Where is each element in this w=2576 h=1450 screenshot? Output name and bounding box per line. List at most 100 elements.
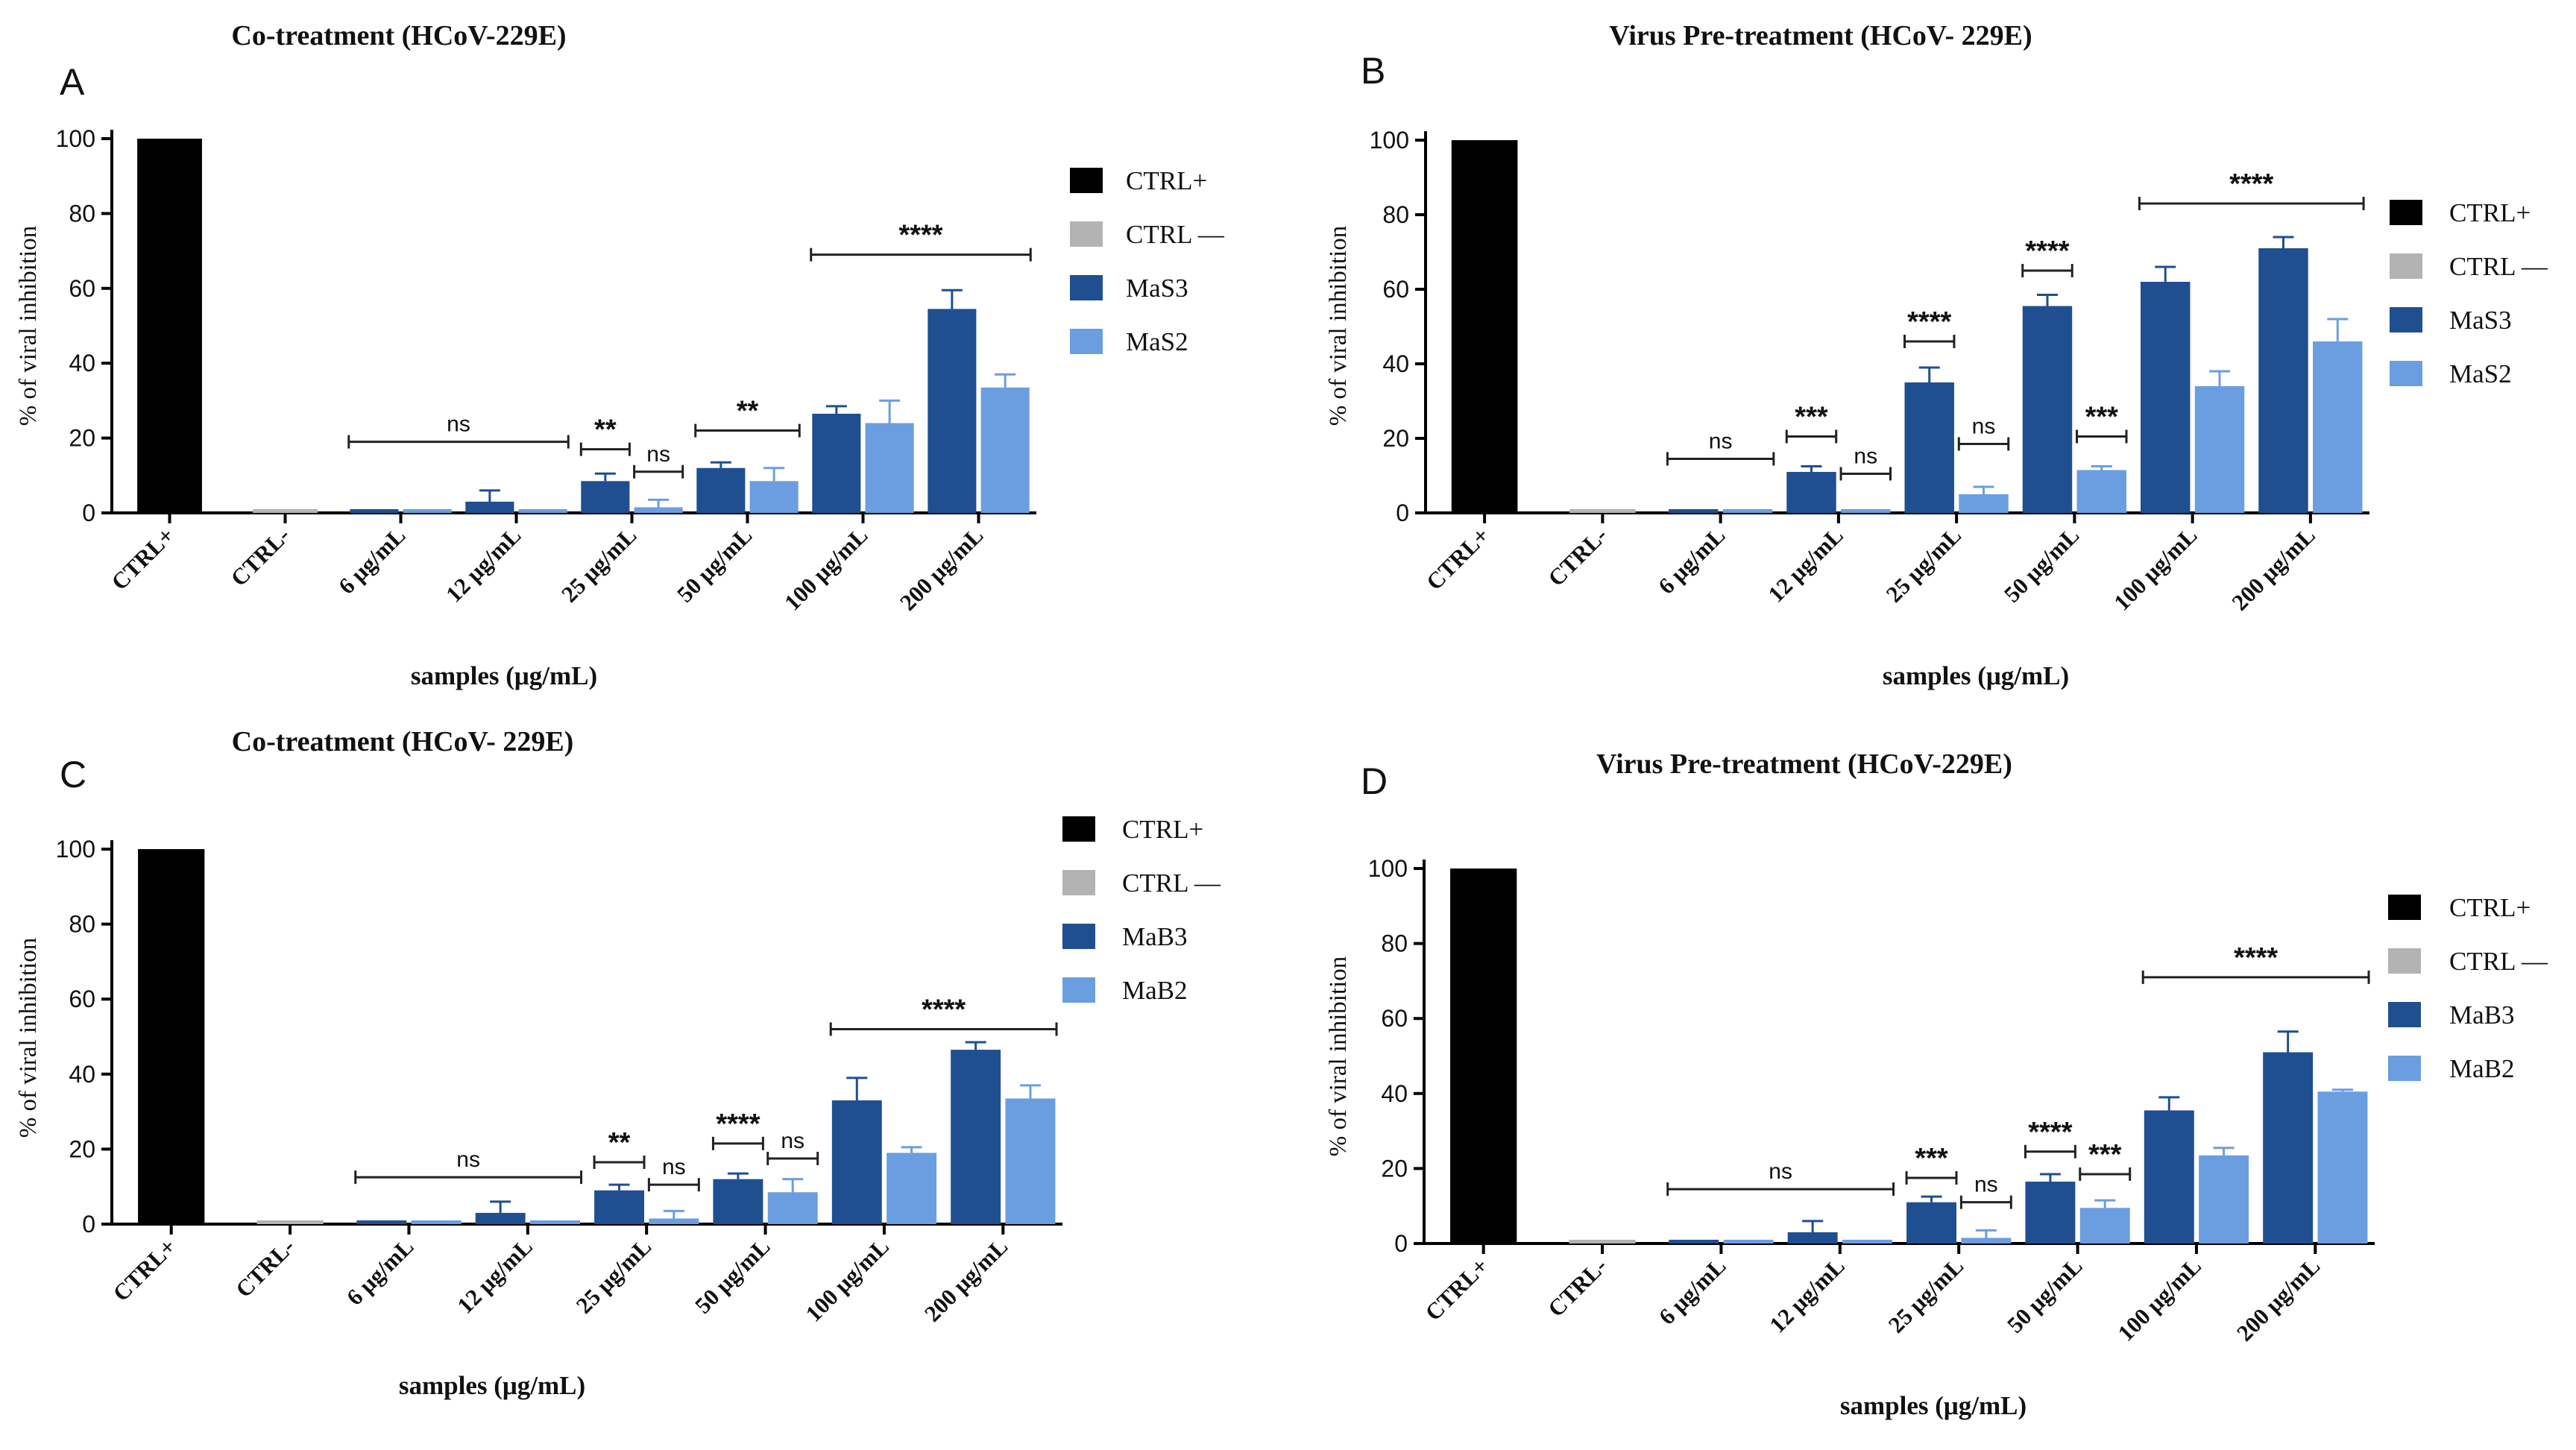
bar-MaS2 [518,508,567,513]
y-tick-label: 40 [1382,350,1409,377]
y-tick-label: 100 [1368,855,1408,882]
y-tick-label: 40 [1381,1080,1408,1107]
bar-MaB2 [887,1153,937,1224]
chart-title: Co-treatment (HCoV- 229E) [232,726,574,757]
bar-MaB2 [767,1192,818,1224]
legend-swatch [2388,948,2421,974]
legend-label: MaS3 [1126,274,1188,303]
legend-label: MaB3 [2449,1000,2515,1030]
bar-MaB2 [1723,1239,1774,1243]
legend-swatch [2390,200,2422,225]
x-tick-label: 25 μg/mL [1883,1252,1969,1338]
legend-swatch [2390,253,2422,279]
chart-panel-B: Virus Pre-treatment (HCoV- 229E) B % of vi… [1325,20,2548,690]
chart-panel-C: Co-treatment (HCoV- 229E) C % of viral inh… [15,726,1221,1400]
bar-MaS3 [812,413,861,513]
significance-label: ns [1854,444,1877,469]
x-tick-label: CTRL+ [1420,1252,1493,1326]
legend-swatch [2388,895,2421,920]
x-tick-label: 6 μg/mL [1653,522,1731,599]
y-tick-label: 60 [69,275,95,302]
x-tick-label: 25 μg/mL [1881,522,1967,608]
x-tick-label: 100 μg/mL [779,522,872,615]
panel-letter: C [60,754,86,795]
x-tick-label: CTRL+ [106,522,179,595]
y-tick-label: 100 [56,125,95,152]
bar-CTRL- [1569,509,1636,513]
bar-MaS3 [465,501,514,513]
bar-MaB2 [530,1220,580,1224]
significance-label: ns [447,412,470,437]
chart-title: Virus Pre-treatment (HCoV- 229E) [1609,20,2032,51]
significance-label: ** [594,414,617,446]
y-tick-label: 100 [56,836,95,863]
x-tick-label: CTRL- [1543,522,1612,591]
significance-label: ns [781,1129,804,1153]
x-tick-label: 12 μg/mL [441,522,526,608]
significance-label: **** [898,220,942,251]
bar-MaS2 [980,387,1030,513]
bar-MaB2 [2317,1091,2368,1243]
bar-MaS3 [696,467,746,513]
bar-MaS2 [1959,494,2009,513]
y-tick-label: 20 [1382,425,1409,452]
legend-swatch [1070,275,1103,300]
chart-title: Virus Pre-treatment (HCoV-229E) [1596,748,2012,780]
x-tick-label: 50 μg/mL [2002,1252,2088,1338]
chart-title: Co-treatment (HCoV-229E) [231,20,566,51]
y-tick-label: 80 [69,200,95,227]
bar-MaB3 [1787,1232,1838,1243]
significance-label: *** [1795,402,1828,433]
chart-panel-A: Co-treatment (HCoV-229E) A % of viral inhi… [15,20,1225,690]
x-axis-label: samples (μg/mL) [1840,1391,2027,1420]
legend-swatch [1062,977,1095,1003]
x-tick-label: 200 μg/mL [2232,1252,2325,1346]
legend-swatch [1062,924,1095,949]
bar-MaB2 [1005,1098,1056,1224]
legend-label: MaB3 [1122,922,1188,951]
x-axis-label: samples (μg/mL) [411,661,597,690]
bar-MaS2 [634,507,683,513]
x-tick-label: 200 μg/mL [895,522,988,615]
x-tick-label: 6 μg/mL [1654,1252,1731,1330]
significance-label: **** [1907,306,1951,338]
y-tick-label: 60 [1381,1005,1408,1032]
y-tick-label: 40 [69,1061,95,1088]
x-tick-label: 200 μg/mL [919,1233,1013,1326]
y-tick-label: 80 [1381,930,1408,957]
y-tick-label: 0 [1394,1230,1408,1257]
x-tick-label: CTRL+ [107,1233,180,1306]
y-tick-label: 0 [82,1211,95,1238]
bar-MaB3 [2025,1182,2076,1243]
bar-MaS3 [928,309,977,513]
bar-MaS2 [1841,509,1891,513]
bar-CTRL+ [1450,869,1517,1243]
bar-MaB2 [2199,1155,2249,1243]
bar-MaB3 [2263,1052,2314,1243]
x-tick-label: 6 μg/mL [341,1233,419,1311]
significance-label: **** [2025,236,2069,267]
bar-MaS2 [2313,341,2363,513]
x-tick-label: 100 μg/mL [2112,1252,2205,1346]
y-tick-label: 20 [69,425,95,452]
legend-label: CTRL+ [1126,166,1207,195]
y-axis-label: % of viral inhibition [15,226,42,426]
significance-label: **** [716,1109,760,1140]
legend-swatch [1070,221,1103,247]
significance-label: ns [662,1155,686,1179]
legend-swatch [2390,361,2422,386]
significance-label: *** [1915,1143,1948,1174]
x-axis-label: samples (μg/mL) [1883,661,2069,690]
y-axis-label: % of viral inhibition [15,938,42,1138]
legend-label: MaS3 [2449,306,2512,335]
y-tick-label: 20 [1381,1155,1408,1182]
x-tick-label: 25 μg/mL [571,1233,657,1319]
x-tick-label: 50 μg/mL [672,522,758,608]
chart-panel-D: Virus Pre-treatment (HCoV-229E) D % of vir… [1325,748,2548,1420]
significance-label: ** [737,396,759,427]
y-tick-label: 60 [1382,276,1409,303]
x-tick-label: 6 μg/mL [333,522,411,599]
panel-letter: B [1361,50,1385,92]
legend-label: CTRL — [1126,220,1225,249]
x-tick-label: 50 μg/mL [1999,522,2085,608]
